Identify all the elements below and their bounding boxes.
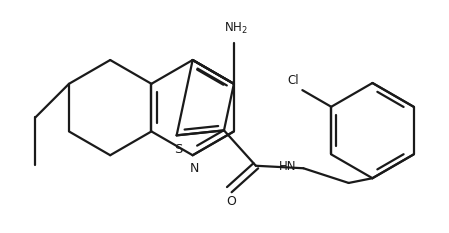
Text: S: S [174, 143, 183, 156]
Text: O: O [226, 195, 236, 208]
Text: N: N [189, 162, 199, 175]
Text: NH$_2$: NH$_2$ [224, 21, 247, 36]
Text: HN: HN [279, 160, 296, 173]
Text: Cl: Cl [287, 74, 299, 87]
